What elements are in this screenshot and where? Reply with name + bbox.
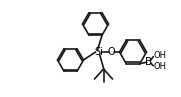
Text: B: B — [145, 57, 152, 67]
Text: OH: OH — [154, 51, 167, 60]
Text: O: O — [108, 47, 115, 57]
Text: OH: OH — [154, 62, 167, 71]
Text: Si: Si — [94, 47, 103, 57]
